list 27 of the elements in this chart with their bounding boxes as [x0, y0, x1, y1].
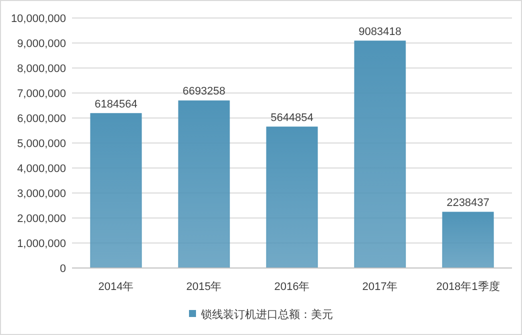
y-tick-label: 8,000,000	[17, 63, 66, 75]
bar	[354, 40, 406, 268]
y-tick-label: 5,000,000	[17, 138, 66, 150]
y-tick-label: 7,000,000	[17, 88, 66, 100]
bar	[178, 100, 230, 268]
y-tick-label: 2,000,000	[17, 213, 66, 225]
legend: 锁线装订机进口总额：美元	[189, 309, 333, 321]
y-tick-label: 6,000,000	[17, 113, 66, 125]
y-tick-label: 3,000,000	[17, 188, 66, 200]
y-tick-label: 4,000,000	[17, 163, 66, 175]
data-label: 2238437	[446, 197, 490, 210]
y-tick-label: 1,000,000	[17, 238, 66, 250]
x-tick-label: 2015年	[186, 281, 222, 293]
data-label: 5644854	[270, 112, 314, 124]
bar	[442, 212, 494, 268]
data-label: 6184564	[94, 98, 138, 110]
data-label: 9083418	[358, 26, 402, 38]
bar	[90, 113, 142, 268]
x-tick-label: 2014年	[98, 281, 134, 293]
data-label: 6693258	[182, 86, 226, 98]
x-tick-label: 2016年	[274, 281, 310, 293]
y-tick-label: 10,000,000	[10, 13, 66, 25]
y-tick-label: 0	[60, 263, 66, 275]
bar	[266, 126, 318, 268]
y-tick-label: 9,000,000	[17, 38, 66, 50]
x-tick-label: 2018年1季度	[436, 280, 500, 293]
x-tick-label: 2017年	[362, 281, 398, 293]
